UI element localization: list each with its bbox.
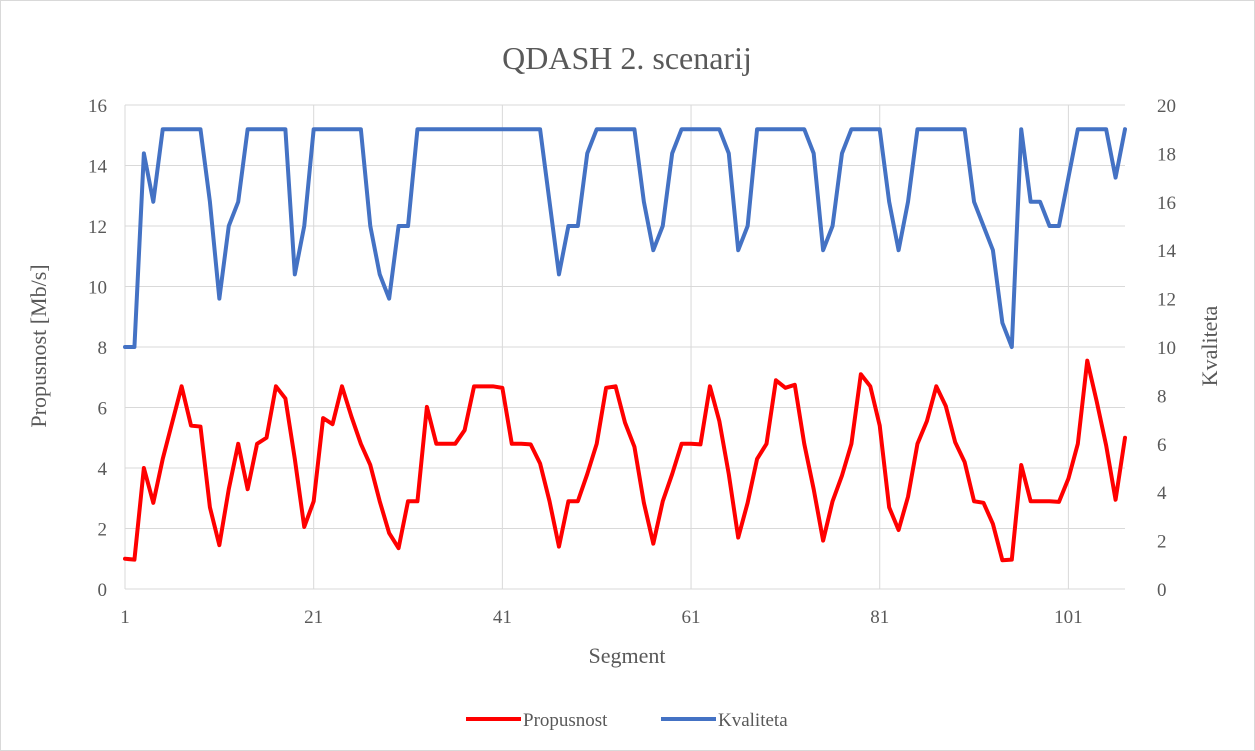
gridlines — [124, 104, 1125, 590]
x-tick-label: 1 — [120, 607, 130, 628]
y-right-tick-label: 8 — [1157, 386, 1167, 407]
legend-label-kvaliteta: Kvaliteta — [718, 710, 788, 731]
legend-label-propusnost: Propusnost — [523, 710, 608, 731]
y-right-tick-label: 0 — [1157, 580, 1167, 601]
y-right-tick-label: 18 — [1157, 144, 1176, 165]
y-right-tick-label: 6 — [1157, 435, 1167, 456]
x-tick-label: 41 — [493, 607, 512, 628]
y-left-tick-label: 12 — [88, 217, 107, 238]
x-tick-label: 101 — [1054, 607, 1083, 628]
x-axis-title: Segment — [589, 643, 666, 668]
y-right-tick-label: 4 — [1157, 483, 1167, 504]
y-left-tick-label: 2 — [98, 520, 108, 541]
series-line-propusnost — [123, 358, 1127, 563]
x-tick-label: 81 — [870, 607, 889, 628]
chart-title: QDASH 2. scenarij — [502, 40, 752, 76]
x-tick-label: 21 — [304, 607, 323, 628]
y-left-tick-label: 16 — [88, 96, 107, 117]
y-axis-right-title: Kvaliteta — [1197, 305, 1222, 386]
y-left-tick-label: 4 — [98, 459, 108, 480]
x-tick-label: 61 — [682, 607, 701, 628]
y-left-tick-label: 6 — [98, 399, 108, 420]
y-right-tick-label: 10 — [1157, 338, 1176, 359]
series-layer — [123, 127, 1127, 563]
y-right-tick-label: 16 — [1157, 193, 1176, 214]
y-right-tick-label: 14 — [1157, 241, 1177, 262]
legend: Propusnost Kvaliteta — [466, 710, 788, 731]
y-left-tick-label: 10 — [88, 278, 107, 299]
tick-labels: 0 2 4 6 8 10 12 14 16 0 2 4 6 8 10 12 14 16 18 20 1 21 41 61 81 1… — [88, 96, 1177, 628]
y-left-tick-label: 0 — [98, 580, 108, 601]
y-left-tick-label: 8 — [98, 338, 108, 359]
series-line-kvaliteta — [123, 127, 1127, 349]
y-right-tick-label: 2 — [1157, 532, 1167, 553]
y-axis-left-title: Propusnost [Mb/s] — [26, 264, 51, 427]
y-right-tick-label: 12 — [1157, 290, 1176, 311]
y-right-tick-label: 20 — [1157, 96, 1176, 117]
y-left-tick-label: 14 — [88, 157, 108, 178]
